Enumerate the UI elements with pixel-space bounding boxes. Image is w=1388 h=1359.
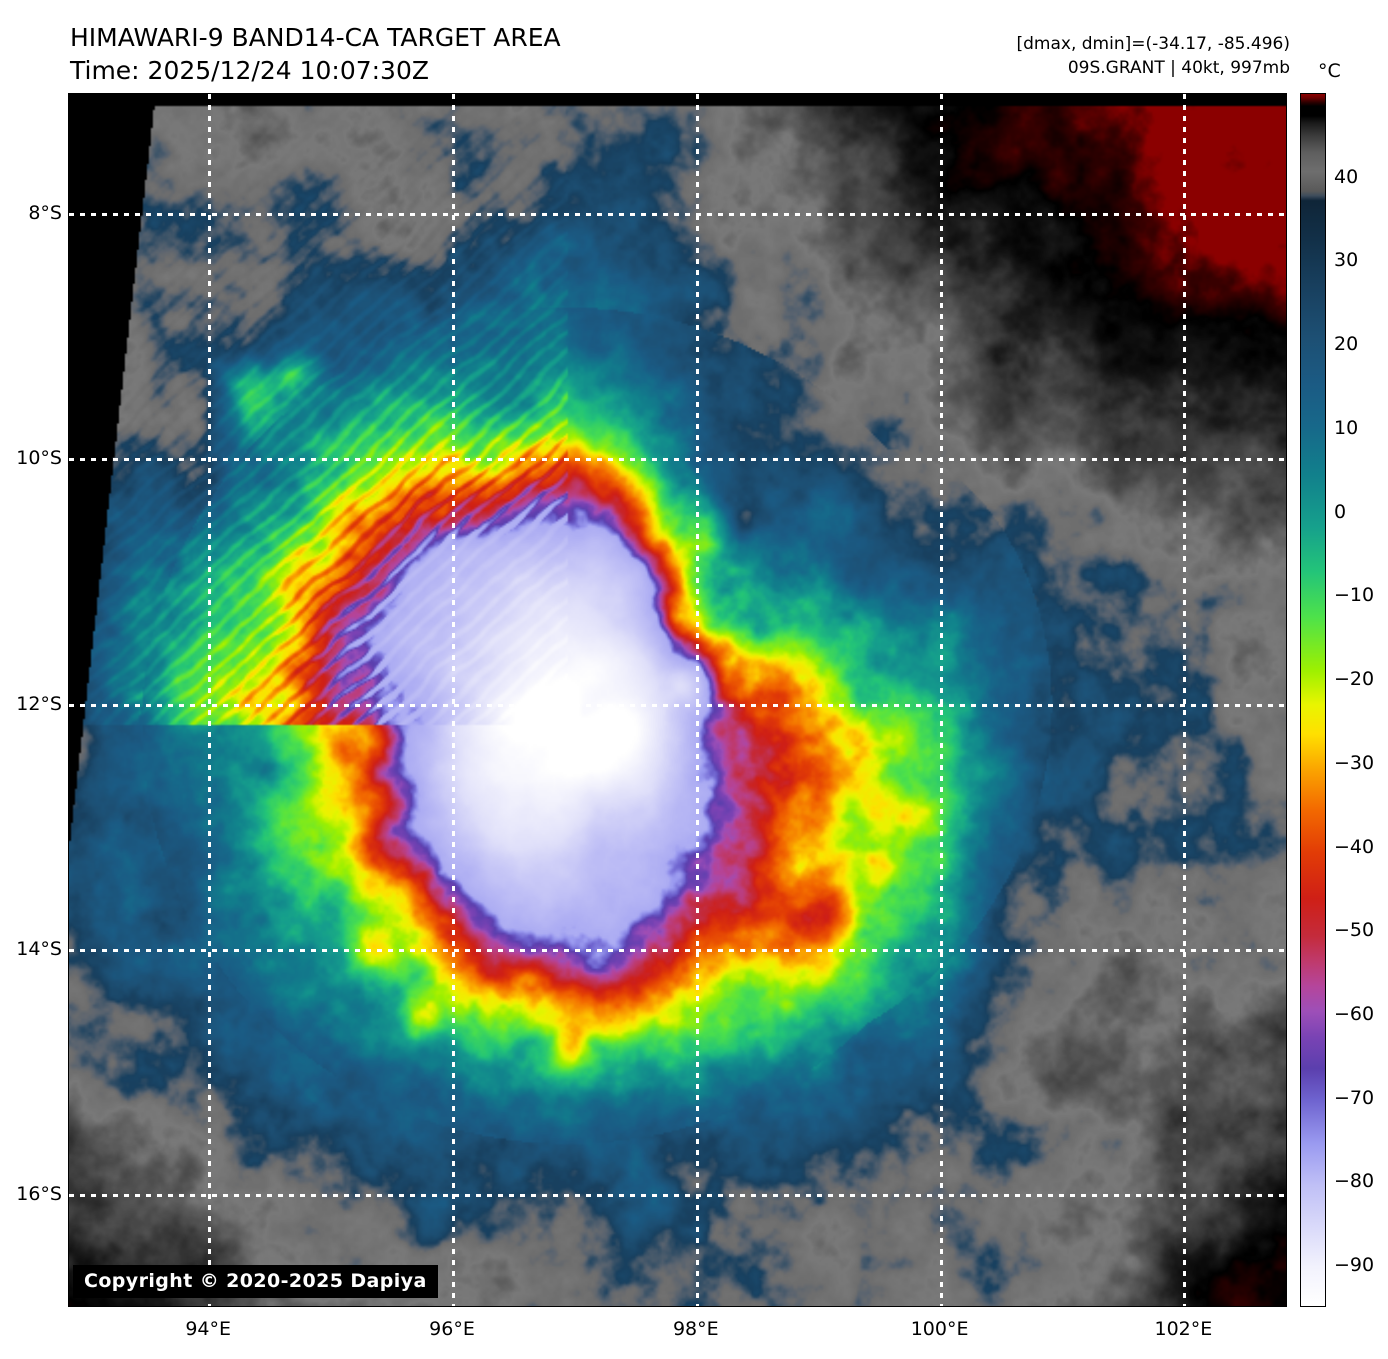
lon-tick-label: 102°E (1154, 1318, 1213, 1340)
time-line: Time: 2025/12/24 10:07:30Z (70, 55, 429, 85)
lon-tick-label: 96°E (429, 1318, 475, 1340)
storm-info-label: 09S.GRANT | 40kt, 997mb (1067, 58, 1290, 79)
colorbar-tick-layer: 40 30 20 10 0 −10 −20 −30 −40 −50 −60 −70 −80 −90 (1300, 93, 1374, 1307)
lon-tick-label: 94°E (185, 1318, 232, 1340)
colorbar-tick-label: −10 (1334, 584, 1375, 607)
colorbar-gradient (1300, 93, 1326, 1307)
lat-tick-label: 16°S (16, 1183, 62, 1206)
lon-tick-label: 100°E (910, 1318, 969, 1340)
colorbar-unit-label: °C (1318, 60, 1341, 82)
colorbar-tick-label: −40 (1334, 835, 1375, 858)
colorbar-tick-label: −50 (1334, 919, 1375, 942)
colorbar-tick-label: −60 (1334, 1002, 1375, 1025)
copyright-watermark: Copyright © 2020-2025 Dapiya (73, 1265, 438, 1298)
lat-tick-label: 10°S (16, 447, 62, 470)
page-title: HIMAWARI-9 BAND14-CA TARGET AREA Time: 2… (70, 22, 561, 87)
colorbar-tick-label: −70 (1334, 1086, 1375, 1109)
colorbar-tick-label: −20 (1334, 668, 1375, 691)
colorbar-tick-label: −80 (1334, 1170, 1375, 1193)
title-line: HIMAWARI-9 BAND14-CA TARGET AREA (70, 23, 561, 52)
colorbar-tick-label: 40 (1334, 165, 1359, 188)
satellite-image-plot[interactable]: Copyright © 2020-2025 Dapiya (68, 93, 1287, 1307)
colorbar-tick-label: 30 (1334, 249, 1359, 272)
colorbar-tick-label: 10 (1334, 416, 1359, 439)
colorbar-tick-label: 0 (1334, 500, 1347, 523)
header-annotations: [dmax, dmin]=(-34.17, -85.496) 09S.GRANT… (1017, 32, 1291, 80)
lat-tick-label: 8°S (28, 202, 62, 225)
colorbar-tick-label: −30 (1334, 751, 1375, 774)
colorbar-tick-label: −90 (1334, 1254, 1375, 1277)
dminmax-label: [dmax, dmin]=(-34.17, -85.496) (1016, 34, 1291, 54)
lon-tick-label: 98°E (672, 1318, 719, 1340)
colorbar-tick-label: 20 (1334, 333, 1359, 356)
lat-tick-label: 12°S (16, 692, 62, 715)
satellite-imagery-canvas (69, 94, 1286, 1306)
lat-tick-label: 14°S (16, 937, 62, 960)
